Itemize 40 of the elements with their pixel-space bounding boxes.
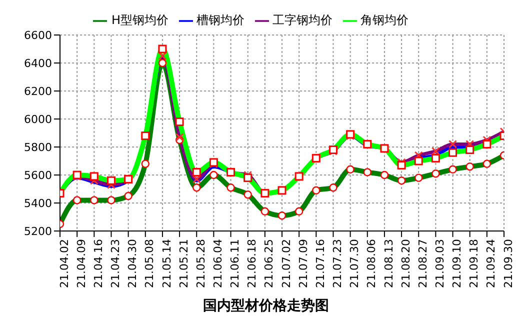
x-tick-label: 21.04.02 [58,239,71,288]
y-tick-label: 5200 [24,224,52,238]
x-tick-label: 21.09.10 [450,239,464,288]
x-tick-label: 21.08.06 [365,239,378,288]
x-tick-label: 21.06.11 [228,239,242,288]
x-tick-label: 21.07.02 [280,239,293,288]
x-tick-label: 21.04.09 [74,239,88,288]
x-tick-label: 21.08.20 [399,239,412,288]
text: 国内型材价格走势图 [202,297,330,315]
x-tick-label: 21.04.16 [92,239,105,288]
x-tick-label: 21.05.14 [160,239,174,288]
y-tick-label: 6000 [24,112,52,126]
y-tick-label: 5600 [24,168,52,182]
legend-label: 角钢均价 [360,13,409,27]
x-tick-label: 21.05.08 [143,239,156,288]
x-tick-label: 21.06.25 [262,239,276,288]
x-tick-label: 21.06.18 [246,239,259,288]
x-tick-label: 21.07.09 [296,239,310,288]
x-tick-label: 21.09.24 [484,239,498,288]
x-tick-label: 21.07.30 [348,239,362,288]
x-tick-label: 21.05.28 [194,239,208,288]
x-tick-label: 21.09.03 [434,239,446,288]
x-tick-label: 21.04.30 [126,239,140,288]
x-tick-label: 21.09.30 [502,239,515,288]
legend-label: 槽钢均价 [196,13,245,27]
x-tick-label: 21.08.27 [416,239,430,288]
y-tick-label: 5400 [24,196,52,210]
x-tick-label: 21.07.16 [314,239,327,288]
y-tick-label: 6400 [24,56,52,70]
legend-label: H型钢均价 [111,13,169,27]
x-tick-label: 21.05.21 [177,239,190,288]
y-tick-label: 6200 [24,84,52,98]
x-tick-label: 21.06.04 [212,239,224,288]
x-tick-label: 21.04.23 [109,239,122,288]
y-tick-label: 6600 [24,28,52,42]
legend-label: 工字钢均价 [272,13,333,27]
y-tick-label: 5800 [24,140,52,154]
x-tick-label: 21.08.13 [382,239,396,288]
x-tick-label: 21.09.18 [468,239,481,288]
x-tick-label: 21.07.23 [331,239,344,288]
